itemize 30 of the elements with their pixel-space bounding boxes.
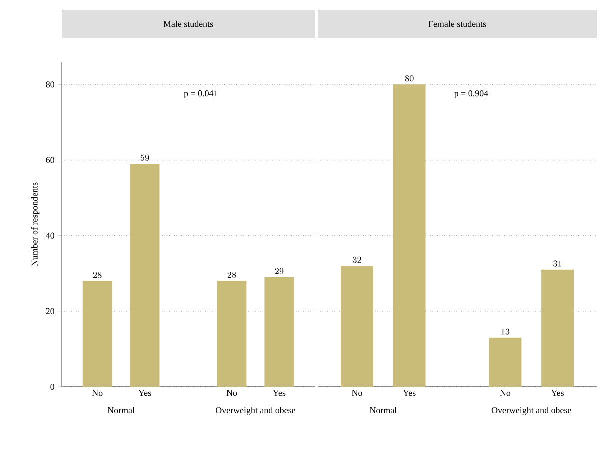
- text: Overweight and obese: [216, 407, 296, 416]
- data-label: 13: [502, 328, 510, 335]
- data-label: 32: [353, 256, 362, 264]
- x-tick-label: Yes: [273, 390, 286, 396]
- x-tick-label: No: [352, 390, 362, 396]
- y-tick-label: 20: [46, 308, 54, 314]
- annotation: p = 0.041: [184, 90, 218, 98]
- text: Normal: [370, 407, 397, 414]
- x-tick-label: Yes: [138, 390, 152, 396]
- x-tick-label: No: [226, 390, 238, 396]
- data-label: 28: [228, 272, 236, 278]
- chart-title: Female students: [428, 20, 486, 28]
- y-tick-label: 60: [46, 157, 54, 164]
- x-tick-label: No: [500, 390, 511, 396]
- chart-title: Male students: [164, 20, 214, 28]
- x-tick-label: Yes: [403, 390, 416, 396]
- data-label: 28: [93, 272, 102, 278]
- annotation: p = 0.904: [454, 90, 488, 98]
- x-tick-label: No: [92, 390, 103, 396]
- data-label: 31: [554, 260, 562, 267]
- text: Overweight and obese: [492, 407, 572, 416]
- data-label: 59: [140, 154, 150, 162]
- data-label: 29: [275, 268, 284, 274]
- y-tick-label: 80: [46, 82, 54, 88]
- x-tick-label: Yes: [551, 390, 564, 396]
- y-tick-label: 0: [50, 384, 54, 390]
- y-axis-title: Number of respondents: [31, 182, 40, 266]
- y-tick-label: 40: [46, 232, 54, 239]
- data-label: 80: [405, 76, 414, 82]
- text: Normal: [108, 407, 135, 414]
